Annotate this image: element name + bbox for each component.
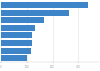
- Bar: [1, 25, 35, 31]
- Bar: [1, 17, 44, 23]
- Bar: [1, 32, 32, 38]
- Bar: [1, 48, 31, 54]
- Bar: [1, 10, 69, 15]
- Bar: [1, 40, 32, 46]
- Bar: [1, 2, 88, 8]
- Bar: [1, 55, 27, 61]
